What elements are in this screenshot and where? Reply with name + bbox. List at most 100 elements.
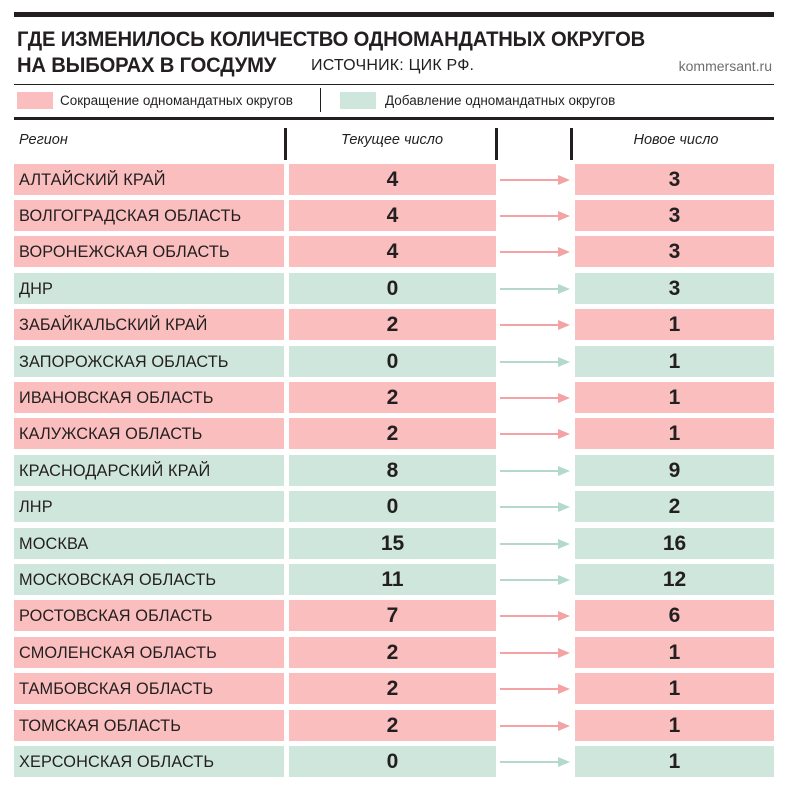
current-cell-bg	[289, 564, 496, 595]
legend-separator	[320, 88, 321, 112]
current-cell-bg	[289, 673, 496, 704]
new-value: 1	[668, 350, 681, 373]
change-arrow-icon	[500, 575, 570, 585]
region-name: ЛНР	[19, 497, 53, 516]
region-cell-bg	[14, 600, 284, 631]
change-arrow-icon	[500, 502, 570, 512]
new-cell-bg	[575, 382, 774, 413]
region-cell-bg	[14, 309, 284, 340]
new-cell-bg	[575, 600, 774, 631]
region-cell-bg	[14, 710, 284, 741]
current-value: 2	[386, 714, 399, 737]
new-value: 1	[668, 386, 681, 409]
current-cell-bg	[289, 746, 496, 777]
current-cell-bg	[289, 418, 496, 449]
new-cell-bg	[575, 273, 774, 304]
new-cell-bg	[575, 746, 774, 777]
new-cell-bg	[575, 418, 774, 449]
region-cell-bg	[14, 455, 284, 486]
region-name: ЗАПОРОЖСКАЯ ОБЛАСТЬ	[19, 352, 229, 371]
change-arrow-icon	[500, 175, 570, 185]
region-name: ИВАНОВСКАЯ ОБЛАСТЬ	[19, 388, 214, 407]
region-name: ТОМСКАЯ ОБЛАСТЬ	[19, 716, 182, 735]
current-value: 0	[386, 750, 399, 773]
region-cell-bg	[14, 164, 284, 195]
change-arrow-icon	[500, 611, 570, 621]
region-name: ВОЛГОГРАДСКАЯ ОБЛАСТЬ	[19, 206, 242, 225]
new-value: 9	[668, 459, 681, 482]
current-value: 2	[386, 641, 399, 664]
current-value: 2	[386, 386, 399, 409]
region-cell-bg	[14, 491, 284, 522]
region-cell-bg	[14, 418, 284, 449]
current-cell-bg	[289, 236, 496, 267]
new-value: 1	[668, 313, 681, 336]
legend-decrease-swatch	[17, 92, 53, 109]
current-value: 15	[380, 532, 405, 555]
region-cell-bg	[14, 346, 284, 377]
change-arrow-icon	[500, 284, 570, 294]
new-value: 12	[662, 568, 687, 591]
new-value: 3	[668, 204, 681, 227]
column-separator	[495, 128, 498, 160]
new-value: 3	[668, 277, 681, 300]
current-value: 7	[386, 604, 399, 627]
region-name: СМОЛЕНСКАЯ ОБЛАСТЬ	[19, 643, 217, 662]
region-cell-bg	[14, 637, 284, 668]
change-arrow-icon	[500, 320, 570, 330]
current-value: 11	[381, 568, 404, 591]
chart-title-line-2: НА ВЫБОРАХ В ГОСДУМУ	[17, 53, 277, 77]
change-arrow-icon	[500, 539, 570, 549]
current-value: 4	[386, 204, 399, 227]
table-top-rule	[14, 117, 774, 120]
region-name: КАЛУЖСКАЯ ОБЛАСТЬ	[19, 424, 203, 443]
current-value: 2	[386, 677, 399, 700]
current-cell-bg	[289, 710, 496, 741]
new-cell-bg	[575, 200, 774, 231]
new-cell-bg	[575, 710, 774, 741]
region-name: ВОРОНЕЖСКАЯ ОБЛАСТЬ	[19, 242, 230, 261]
region-name: ТАМБОВСКАЯ ОБЛАСТЬ	[19, 679, 214, 698]
change-arrow-icon	[500, 393, 570, 403]
legend-increase-swatch	[340, 92, 376, 109]
column-separator	[284, 128, 287, 160]
current-value: 4	[386, 240, 399, 263]
column-header-region: Регион	[19, 132, 68, 148]
new-cell-bg	[575, 637, 774, 668]
chart-title-line-1: ГДЕ ИЗМЕНИЛОСЬ КОЛИЧЕСТВО ОДНОМАНДАТНЫХ …	[17, 27, 646, 51]
region-cell-bg	[14, 236, 284, 267]
current-cell-bg	[289, 164, 496, 195]
region-name: МОСКВА	[19, 534, 89, 553]
new-value: 1	[668, 641, 681, 664]
new-cell-bg	[575, 528, 774, 559]
new-value: 3	[668, 168, 681, 191]
new-value: 1	[668, 677, 681, 700]
legend-decrease-label: Сокращение одномандатных округов	[60, 93, 293, 108]
new-value: 1	[668, 422, 681, 445]
new-cell-bg	[575, 455, 774, 486]
change-arrow-icon	[500, 757, 570, 767]
change-arrow-icon	[500, 247, 570, 257]
new-cell-bg	[575, 164, 774, 195]
new-value: 2	[668, 495, 681, 518]
new-cell-bg	[575, 673, 774, 704]
current-value: 0	[386, 277, 399, 300]
region-cell-bg	[14, 200, 284, 231]
column-header-new: Новое число	[633, 132, 719, 148]
new-cell-bg	[575, 346, 774, 377]
region-cell-bg	[14, 528, 284, 559]
current-cell-bg	[289, 455, 496, 486]
column-header-current: Текущее число	[340, 132, 444, 148]
header-divider	[14, 84, 774, 85]
change-arrow-icon	[500, 721, 570, 731]
current-cell-bg	[289, 346, 496, 377]
change-arrow-icon	[500, 684, 570, 694]
new-cell-bg	[575, 309, 774, 340]
change-arrow-icon	[500, 429, 570, 439]
current-value: 0	[386, 350, 399, 373]
current-value: 2	[386, 313, 399, 336]
region-name: МОСКОВСКАЯ ОБЛАСТЬ	[19, 570, 217, 589]
new-cell-bg	[575, 236, 774, 267]
region-name: ЗАБАЙКАЛЬСКИЙ КРАЙ	[19, 315, 208, 334]
new-cell-bg	[575, 491, 774, 522]
